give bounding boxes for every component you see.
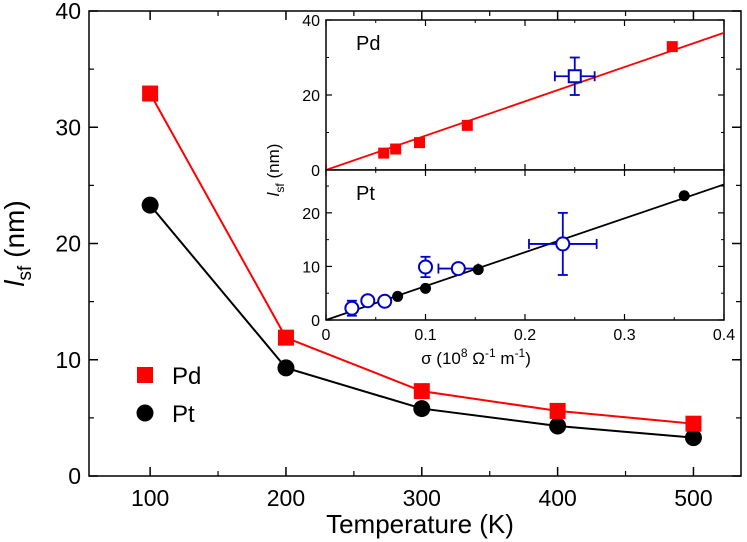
inset-panel-label: Pd	[356, 33, 380, 55]
inset-open-point	[418, 259, 433, 275]
inset-y-tick-label: 0	[311, 163, 320, 180]
data-point-Pt	[684, 429, 702, 447]
x-tick-label: 200	[267, 485, 305, 511]
inset-y-tick-label: 0	[311, 313, 320, 330]
inset-panel-label: Pt	[356, 183, 375, 205]
y-axis-title: lsf (nm)	[0, 200, 36, 286]
legend-label-Pd: Pd	[172, 363, 201, 390]
legend-label-Pt: Pt	[172, 401, 195, 428]
y-tick-label: 30	[55, 114, 81, 140]
inset-x-axis-title: σ (108 Ω-1 m-1)	[421, 346, 531, 368]
inset-x-tick-label: 0.4	[713, 327, 735, 344]
y-tick-label: 20	[55, 231, 81, 257]
inset-open-point	[555, 236, 571, 252]
inset-open-point	[377, 293, 393, 309]
inset-filled-point	[678, 190, 690, 202]
data-point-Pd	[277, 329, 294, 346]
inset-x-tick-label: 0.2	[514, 327, 536, 344]
x-tick-label: 300	[403, 485, 441, 511]
y-tick-label: 10	[55, 347, 81, 373]
data-point-Pt	[549, 417, 567, 435]
legend-marker-Pd	[137, 367, 153, 383]
data-point-Pt	[141, 196, 159, 214]
inset-open-point	[450, 261, 466, 277]
inset-x-tick-label: 0.3	[613, 327, 635, 344]
data-point-Pd	[142, 85, 159, 102]
x-tick-label: 500	[674, 485, 712, 511]
inset-filled-point	[392, 290, 404, 302]
y-tick-label: 0	[68, 463, 81, 489]
inset-bottom-panel: 0 0.1 0.2 0.3 0.4 0 10 20 Pt lsf (nm) σ (108 Ω-1 m…	[264, 144, 735, 368]
inset-filled-point	[420, 282, 431, 294]
inset-y-tick-label: 10	[302, 259, 320, 276]
inset-x-tick-label: 0.1	[414, 327, 436, 344]
inset-y-tick-label: 20	[302, 206, 320, 223]
data-point-Pd	[413, 383, 430, 400]
data-point-Pt	[413, 400, 431, 418]
data-point-Pd	[549, 402, 566, 419]
inset-filled-point	[414, 137, 426, 149]
x-tick-label: 100	[131, 485, 169, 511]
inset-open-point	[344, 300, 360, 316]
x-axis-title: Temperature (K)	[326, 509, 514, 539]
x-tick-label: 400	[538, 485, 576, 511]
inset-y-tick-label: 40	[302, 13, 320, 30]
inset-frame	[325, 19, 725, 171]
inset-open-point	[567, 69, 582, 84]
inset-open-point	[360, 293, 376, 309]
inset-filled-point	[378, 147, 390, 159]
inset-filled-point	[461, 119, 473, 131]
data-point-Pt	[277, 359, 295, 377]
legend-marker-Pt	[136, 404, 154, 422]
inset-x-tick-label: 0	[322, 327, 331, 344]
inset-y-axis-title: lsf (nm)	[264, 144, 287, 197]
data-point-Pd	[685, 415, 702, 432]
inset-filled-point	[472, 264, 484, 276]
inset-top-panel: 0 20 40 Pd	[302, 13, 725, 180]
inset-y-tick-label: 20	[302, 88, 320, 105]
y-tick-label: 40	[55, 0, 81, 24]
inset-filled-point	[390, 143, 402, 155]
inset-filled-point	[666, 41, 678, 53]
